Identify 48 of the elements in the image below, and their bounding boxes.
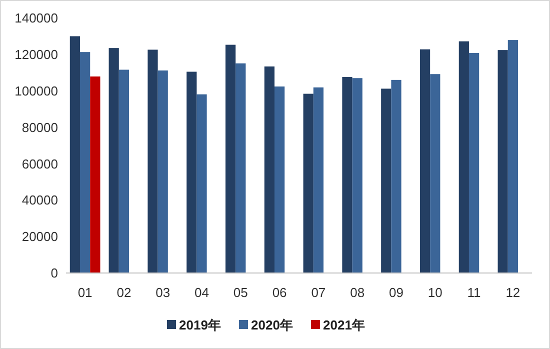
bar <box>303 94 314 273</box>
y-tick-label: 120000 <box>14 46 58 62</box>
bar <box>458 41 469 273</box>
x-tick-label: 05 <box>233 285 248 300</box>
bar <box>158 70 168 273</box>
bar <box>313 87 324 273</box>
bar <box>420 49 430 273</box>
bar <box>186 72 197 273</box>
x-tick-label: 02 <box>116 285 132 300</box>
bar <box>236 63 246 273</box>
bar <box>430 74 440 273</box>
y-tick-label: 20000 <box>22 229 58 244</box>
bar <box>274 86 285 273</box>
y-tick-label: 40000 <box>22 192 58 208</box>
bar <box>498 50 508 273</box>
y-tick-label: 60000 <box>22 156 58 172</box>
x-tick-label: 09 <box>389 285 404 300</box>
x-tick-label: 07 <box>311 285 326 300</box>
bar <box>352 78 362 273</box>
x-tick-label: 10 <box>428 285 442 300</box>
legend-label: 2021年 <box>323 318 365 333</box>
bar <box>225 44 236 273</box>
bar <box>264 66 274 273</box>
x-tick-label: 03 <box>156 285 170 300</box>
bar <box>90 76 100 273</box>
bar <box>391 80 402 273</box>
bar <box>108 48 119 273</box>
y-tick-label: 80000 <box>22 120 58 135</box>
x-tick-label: 11 <box>467 285 481 300</box>
y-tick-label: 140000 <box>14 10 58 26</box>
bar <box>70 36 80 273</box>
bar <box>148 50 158 273</box>
x-tick-label: 01 <box>78 285 92 300</box>
y-tick-label: 0 <box>50 266 58 281</box>
x-tick-label: 08 <box>350 285 365 300</box>
x-tick-label: 04 <box>194 285 209 300</box>
bar <box>118 70 130 273</box>
bar <box>381 88 392 273</box>
bar <box>468 52 480 273</box>
y-tick-label: 100000 <box>14 83 58 98</box>
legend-label: 2020年 <box>251 318 293 333</box>
x-tick-label: 12 <box>506 285 520 300</box>
legend-label: 2019年 <box>179 318 221 333</box>
x-tick-label: 06 <box>272 285 287 300</box>
bar <box>80 52 90 273</box>
bar <box>342 77 352 273</box>
bar <box>508 40 518 273</box>
bar <box>196 94 207 273</box>
